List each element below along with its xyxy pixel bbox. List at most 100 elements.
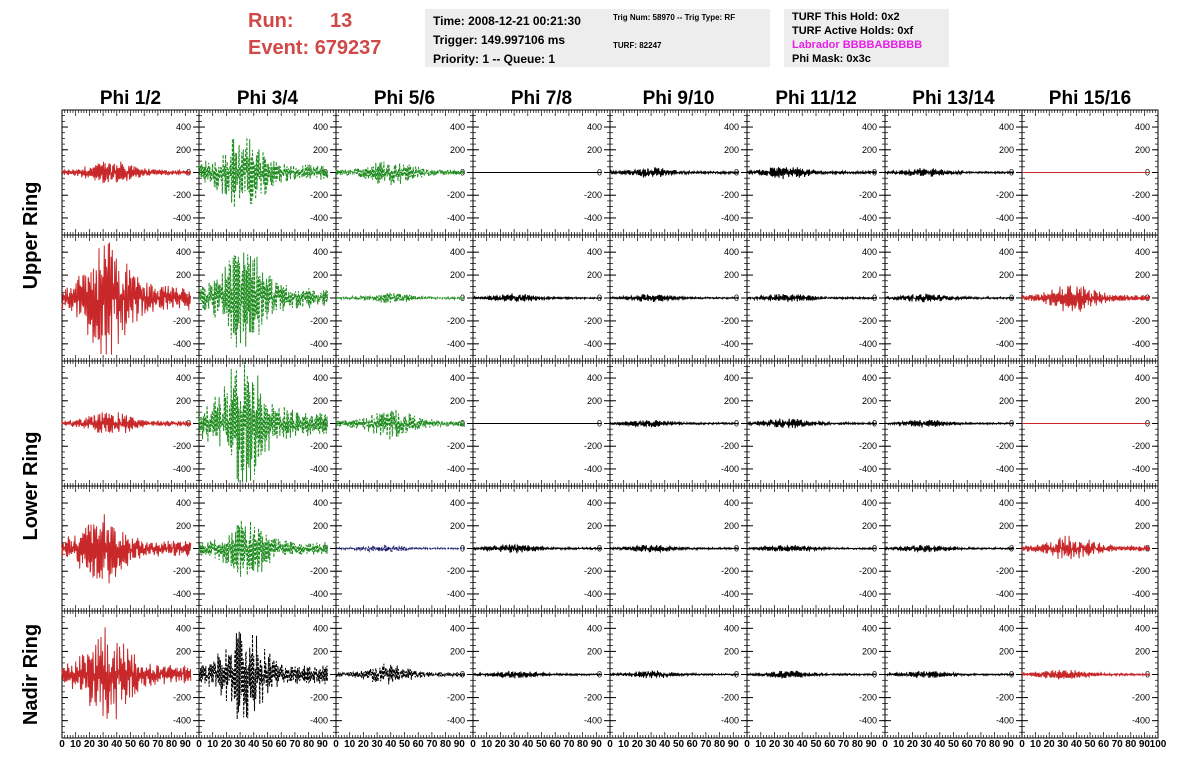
phi-column-label: Phi 13/14 [912, 88, 995, 109]
y-tick-label: -200 [996, 441, 1014, 451]
y-tick-label: -200 [310, 441, 328, 451]
y-tick-label: 200 [587, 270, 602, 280]
event-row: Event: 679237 [248, 35, 381, 62]
turf-line: TURF: 82247 [613, 41, 662, 50]
y-tick-label: -400 [996, 213, 1014, 223]
y-tick-label: -200 [584, 316, 602, 326]
y-tick-label: -400 [310, 213, 328, 223]
y-tick-label: 200 [862, 521, 877, 531]
time-line: Time: 2008-12-21 00:21:30 [433, 14, 581, 28]
y-tick-label: 200 [450, 145, 465, 155]
y-tick-label: 200 [999, 396, 1014, 406]
y-tick-label: 200 [587, 521, 602, 531]
waveform-trace [61, 161, 192, 184]
y-tick-label: -400 [173, 213, 191, 223]
y-tick-label: 0 [460, 168, 465, 178]
y-tick-label: -200 [447, 190, 465, 200]
waveform-trace [884, 293, 1015, 303]
y-tick-label: -200 [859, 566, 877, 576]
y-tick-label: 400 [999, 498, 1014, 508]
waveform-trace [198, 520, 329, 577]
run-value: 13 [330, 10, 353, 32]
y-tick-label: -200 [721, 566, 739, 576]
y-tick-label: -200 [996, 566, 1014, 576]
y-tick-label: 200 [450, 521, 465, 531]
run-label: Run: [248, 10, 294, 32]
y-tick-label: -400 [173, 339, 191, 349]
y-tick-label: -400 [584, 464, 602, 474]
phi-mask-line: Phi Mask: 0x3c [792, 53, 871, 65]
waveform-trace [472, 293, 603, 303]
waveform-trace [609, 294, 740, 303]
waveform-trace [61, 514, 192, 584]
ring-label: Nadir Ring [20, 624, 42, 725]
y-tick-label: -400 [859, 464, 877, 474]
waveform-trace [609, 166, 740, 178]
y-tick-label: -200 [996, 316, 1014, 326]
y-tick-label: -400 [310, 589, 328, 599]
ring-label: Lower Ring [20, 432, 42, 541]
y-tick-label: -400 [1132, 464, 1150, 474]
y-tick-label: 400 [450, 498, 465, 508]
waveform-trace [746, 167, 878, 180]
y-tick-label: -400 [859, 339, 877, 349]
event-label: Event: [248, 37, 310, 59]
y-tick-label: -400 [859, 213, 877, 223]
time-info-box: Time: 2008-12-21 00:21:30 Trigger: 149.9… [425, 9, 617, 67]
y-tick-label: 400 [313, 247, 328, 257]
y-tick-label: 200 [313, 145, 328, 155]
y-tick-label: 200 [999, 521, 1014, 531]
y-tick-label: -200 [721, 316, 739, 326]
phi-column-label: Phi 7/8 [511, 88, 572, 109]
y-tick-label: 200 [313, 396, 328, 406]
waveform-trace [884, 419, 1015, 428]
y-tick-label: 400 [724, 247, 739, 257]
y-tick-label: -400 [447, 464, 465, 474]
y-tick-label: 200 [862, 145, 877, 155]
waveform-trace [746, 293, 878, 303]
y-tick-label: 400 [862, 247, 877, 257]
y-tick-label: -400 [447, 339, 465, 349]
y-tick-label: 200 [724, 145, 739, 155]
y-tick-label: -200 [996, 190, 1014, 200]
waveform-trace [198, 137, 329, 208]
waveform-trace [884, 167, 1015, 177]
trig-num-line: Trig Num: 58970 -- Trig Type: RF [613, 13, 736, 22]
y-tick-label: 200 [862, 396, 877, 406]
y-tick-label: 400 [999, 247, 1014, 257]
y-tick-label: 200 [176, 521, 191, 531]
y-tick-label: 400 [587, 373, 602, 383]
y-tick-label: -400 [584, 213, 602, 223]
y-tick-label: 400 [999, 373, 1014, 383]
phi-column-label: Phi 5/6 [374, 88, 435, 109]
y-tick-label: 200 [313, 270, 328, 280]
y-tick-label: -200 [584, 190, 602, 200]
y-tick-label: 200 [176, 145, 191, 155]
y-tick-label: 400 [587, 498, 602, 508]
waveform-trace [746, 544, 877, 553]
y-tick-label: -400 [173, 464, 191, 474]
y-tick-label: -200 [173, 566, 191, 576]
y-tick-label: 400 [999, 122, 1014, 132]
priority-line: Priority: 1 -- Queue: 1 [433, 52, 556, 66]
phi-column-label: Phi 11/12 [775, 88, 856, 109]
y-tick-label: 400 [450, 373, 465, 383]
y-tick-label: -200 [859, 190, 877, 200]
phi-column-label: Phi 15/16 [1049, 88, 1131, 109]
y-tick-label: 400 [862, 122, 877, 132]
y-tick-label: 200 [1135, 396, 1150, 406]
y-tick-label: 200 [176, 396, 191, 406]
y-tick-label: -200 [721, 190, 739, 200]
y-tick-label: 400 [587, 122, 602, 132]
waveform-trace [335, 409, 466, 440]
y-tick-label: 400 [1135, 373, 1150, 383]
waveform-trace [335, 292, 466, 304]
y-tick-label: -400 [310, 339, 328, 349]
waveform-trace [198, 362, 329, 483]
y-tick-label: -200 [584, 566, 602, 576]
waveform-trace [61, 242, 192, 355]
y-tick-label: 400 [724, 498, 739, 508]
y-tick-label: -200 [173, 441, 191, 451]
turf-info-box: TURF This Hold: 0x2 TURF Active Holds: 0… [784, 9, 949, 67]
